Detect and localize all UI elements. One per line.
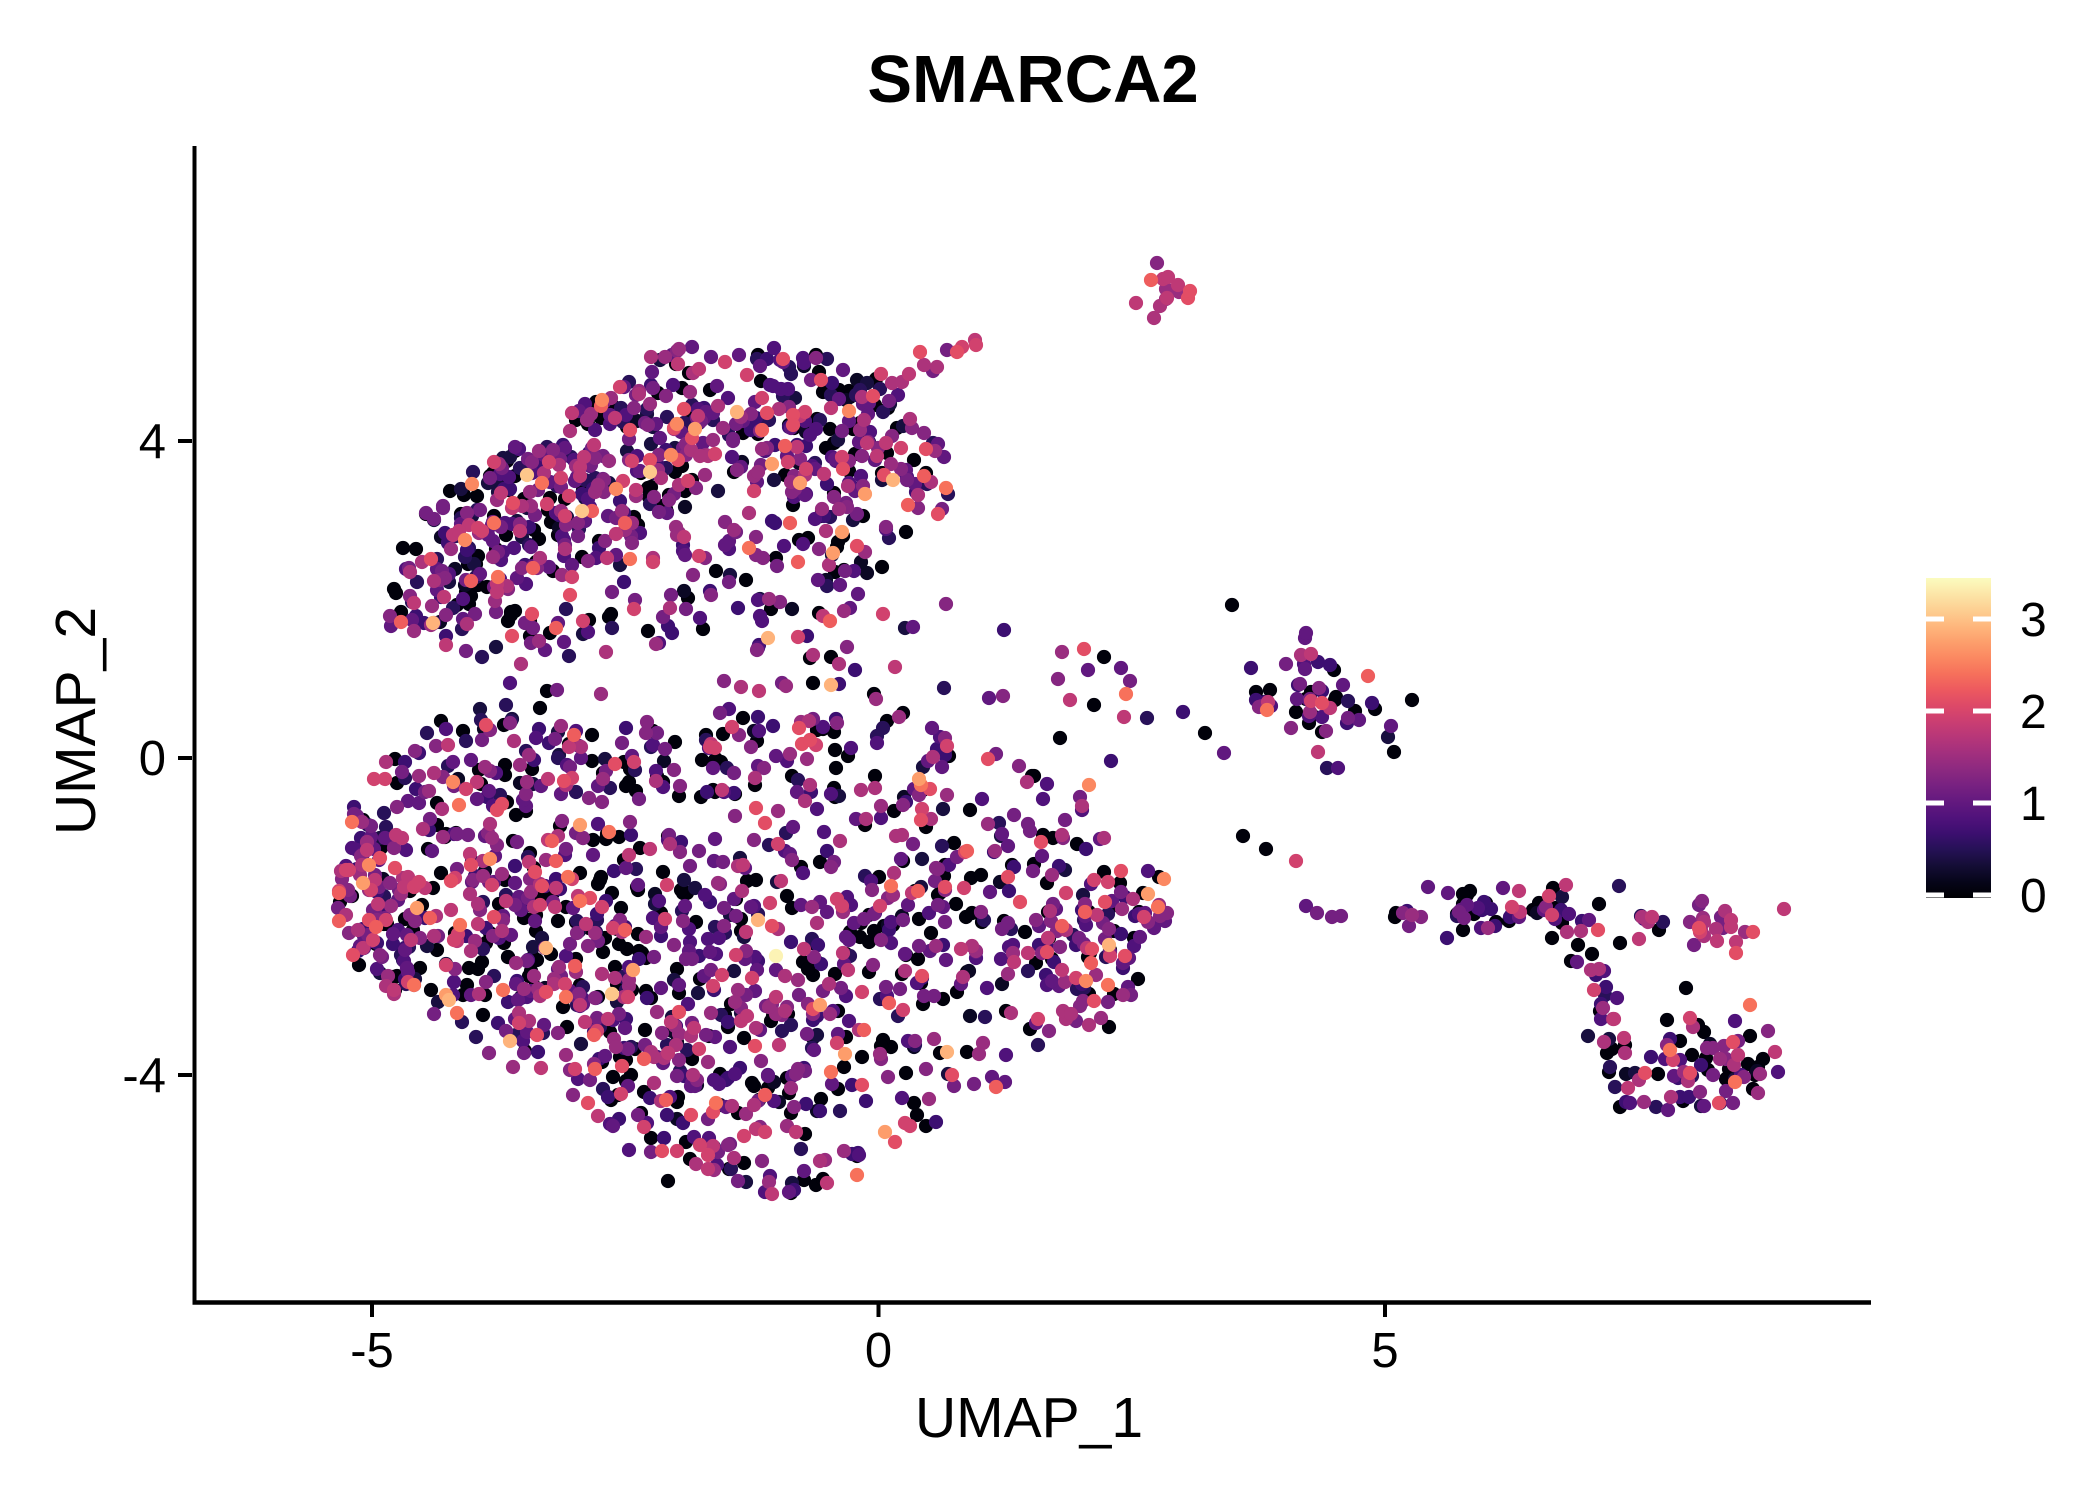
svg-text:5: 5 <box>1371 1324 1398 1378</box>
svg-text:-5: -5 <box>350 1324 394 1378</box>
svg-text:UMAP_2: UMAP_2 <box>44 607 108 835</box>
svg-text:0: 0 <box>139 732 166 786</box>
svg-text:0: 0 <box>865 1324 892 1378</box>
svg-text:4: 4 <box>139 415 166 469</box>
svg-text:3: 3 <box>2020 594 2047 647</box>
svg-text:1: 1 <box>2020 778 2047 831</box>
svg-text:SMARCA2: SMARCA2 <box>867 42 1198 117</box>
svg-text:0: 0 <box>2020 870 2047 923</box>
svg-text:UMAP_1: UMAP_1 <box>915 1386 1143 1450</box>
svg-text:2: 2 <box>2020 686 2047 739</box>
svg-text:-4: -4 <box>122 1049 166 1103</box>
